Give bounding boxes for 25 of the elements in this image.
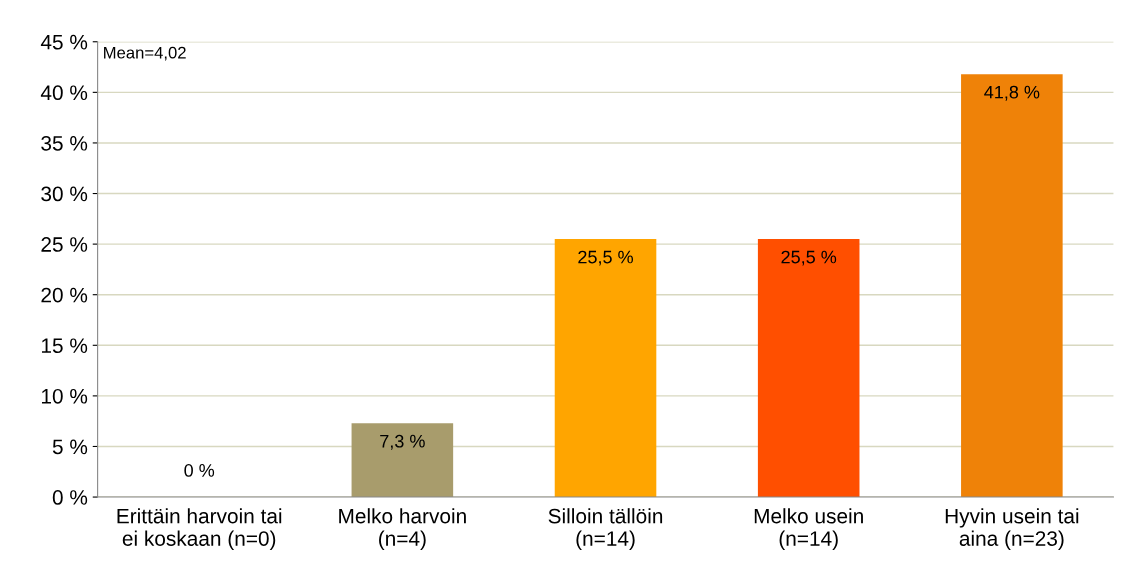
x-tick-label: Silloin tällöin (n=14) — [548, 508, 663, 551]
y-tick-label: 5 % — [52, 439, 88, 455]
y-tick-label: 25 % — [41, 237, 88, 252]
y-tick-label: 20 % — [41, 287, 88, 303]
data-label: 7,3 % — [380, 434, 425, 450]
x-tick-label: Melko harvoin (n=4) — [339, 508, 466, 551]
bar — [554, 239, 657, 498]
y-tick-label: 35 % — [41, 135, 88, 151]
y-tick-label: 0 % — [52, 490, 88, 505]
x-tick-label: Hyvin usein tai aina (n=23) — [945, 508, 1079, 551]
annotation: Mean=4,02 — [104, 46, 186, 61]
bar — [757, 239, 860, 498]
x-tick-label: Erittäin harvoin tai ei koskaan (n=0) — [117, 508, 282, 551]
data-label: 41,8 % — [984, 85, 1040, 101]
y-tick-label: 15 % — [41, 338, 88, 354]
data-label: 0 % — [184, 464, 215, 477]
y-tick-label: 40 % — [40, 85, 88, 101]
data-label: 25,5 % — [781, 250, 837, 266]
x-tick-label: Melko usein (n=14) — [754, 508, 863, 551]
bar — [961, 74, 1063, 498]
data-label: 25,5 % — [578, 250, 633, 266]
y-tick-label: 45 % — [40, 34, 88, 50]
bar — [351, 423, 454, 498]
y-tick-label: 30 % — [41, 186, 88, 202]
y-tick-label: 10 % — [41, 388, 88, 404]
